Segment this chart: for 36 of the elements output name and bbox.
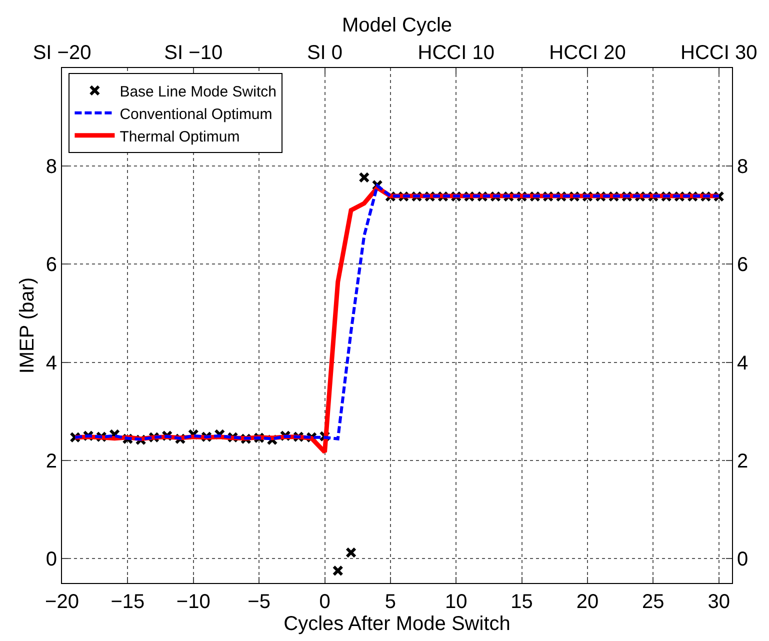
y2-tick-label: 6: [737, 254, 748, 276]
y-axis-title: IMEP (bar): [16, 277, 38, 374]
y-tick-label: 4: [46, 352, 57, 374]
x-tick-label: 10: [444, 591, 468, 613]
point: [332, 565, 344, 576]
x-tick-label: 15: [510, 591, 533, 613]
legend-label: Thermal Optimum: [120, 128, 240, 146]
x2-axis-title: Model Cycle: [342, 14, 452, 36]
y-tick-label: 8: [46, 156, 57, 178]
legend-label: Base Line Mode Switch: [120, 83, 276, 100]
x2-tick-label: SI −20: [32, 42, 92, 64]
x2-tick-label: HCCI 10: [418, 42, 494, 64]
x-tick-label: −20: [45, 591, 79, 613]
legend-label: Conventional Optimum: [120, 106, 272, 123]
x-tick-label: 30: [708, 591, 730, 613]
y2-tick-label: 2: [737, 450, 748, 472]
x2-tick-label: HCCI 20: [549, 42, 626, 64]
x-tick-label: 5: [384, 591, 396, 613]
y2-tick-label: 4: [737, 352, 748, 374]
point: [358, 172, 370, 183]
x2-tick-label: SI −10: [164, 42, 223, 64]
y-tick-label: 6: [46, 254, 57, 276]
x-tick-label: 20: [576, 591, 599, 613]
point: [346, 547, 357, 558]
x-axis-title: Cycles After Mode Switch: [284, 613, 510, 635]
y-tick-label: 2: [46, 450, 57, 472]
x-tick-label: 25: [642, 591, 664, 613]
x-tick-label: −5: [248, 591, 270, 613]
x2-tick-label: HCCI 30: [680, 42, 758, 64]
x-tick-label: −15: [110, 591, 145, 613]
y2-tick-label: 0: [737, 548, 748, 570]
y-tick-label: 0: [46, 548, 57, 570]
x-tick-label: −10: [176, 591, 210, 613]
x2-tick-label: SI 0: [306, 42, 343, 64]
x-tick-label: 0: [319, 591, 330, 613]
y2-tick-label: 8: [737, 156, 748, 178]
